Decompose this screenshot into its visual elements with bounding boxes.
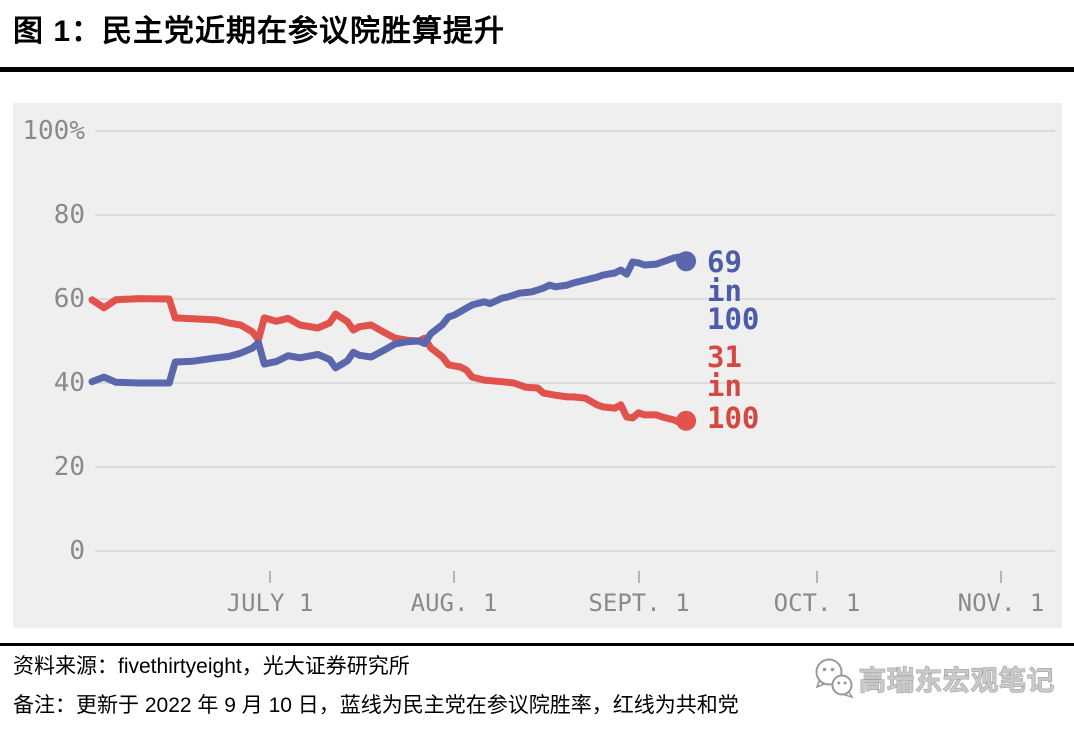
svg-text:in: in [707,369,742,403]
democrat-end-label: 69 in 100 [707,245,759,336]
forecast-line-chart: 100% 80 60 40 20 0 JULY 1 AUG. 1 SEPT. 1 [22,116,1055,617]
democrat-line [88,253,690,387]
y-tick-60: 60 [54,284,85,314]
svg-text:31: 31 [707,340,742,374]
x-tick-oct: OCT. 1 [774,589,861,617]
figure-title: 图 1：民主党近期在参议院胜算提升 [13,15,506,48]
x-tick-nov: NOV. 1 [958,589,1045,617]
svg-text:69: 69 [707,245,742,279]
chart-panel: 100% 80 60 40 20 0 JULY 1 AUG. 1 SEPT. 1 [13,103,1062,628]
republican-end-dot [676,410,697,431]
title-divider-rule [0,67,1074,72]
y-axis-labels: 100% 80 60 40 20 0 [22,116,85,566]
svg-text:100: 100 [707,302,759,336]
y-tick-40: 40 [54,368,85,398]
y-tick-80: 80 [54,200,85,230]
x-tick-july: JULY 1 [227,589,314,617]
x-tick-sept: SEPT. 1 [588,589,689,617]
x-axis-labels: JULY 1 AUG. 1 SEPT. 1 OCT. 1 NOV. 1 [227,589,1045,617]
y-tick-0: 0 [69,536,85,566]
x-tick-marks [269,571,1002,583]
svg-text:in: in [707,274,742,308]
svg-text:100: 100 [707,401,759,435]
wechat-icon [815,658,854,699]
watermark: 高瑞东宏观笔记 [813,656,1055,700]
note-text: 备注：更新于 2022 年 9 月 10 日，蓝线为民主党在参议院胜率，红线为共… [13,694,739,717]
republican-line [88,295,690,427]
republican-end-label: 31 in 100 [707,340,759,435]
democrat-end-dot [676,251,697,272]
y-tick-20: 20 [54,452,85,482]
source-text: 资料来源：fivethirtyeight，光大证券研究所 [13,655,410,678]
x-tick-aug: AUG. 1 [411,589,498,617]
y-gridlines [95,130,1055,552]
watermark-text: 高瑞东宏观笔记 [859,665,1055,696]
y-tick-100: 100% [22,116,85,146]
footer-divider-rule [0,643,1074,646]
